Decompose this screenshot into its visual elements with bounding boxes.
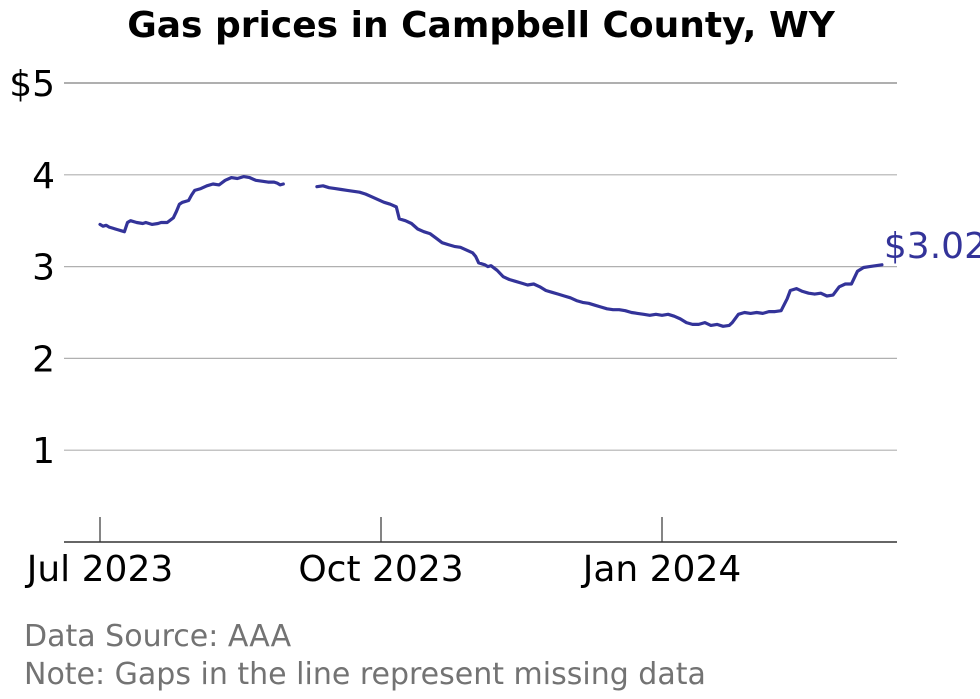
- price-lines: [98, 175, 884, 328]
- y-tick-label-3: 3: [32, 248, 55, 289]
- latest-price-label: $3.02: [884, 226, 980, 267]
- y-tick-label-2: 2: [32, 339, 55, 380]
- y-tick-label-4: 4: [32, 156, 55, 197]
- x-tick-label-2023-07-01: Jul 2023: [25, 549, 174, 590]
- price-line-segment-2: [315, 184, 884, 328]
- price-line-segment-1: [98, 175, 285, 234]
- y-tick-label-1: 1: [32, 431, 55, 472]
- y-tick-label-5: $5: [9, 64, 55, 105]
- y-axis-tick-labels: 1 2 3 4 $5: [9, 64, 55, 472]
- gaps-note: Note: Gaps in the line represent missing…: [24, 657, 706, 692]
- x-tick-label-2023-10-01: Oct 2023: [298, 549, 463, 590]
- data-source: Data Source: AAA: [24, 619, 292, 654]
- x-tick-label-2024-01-01: Jan 2024: [581, 549, 742, 590]
- x-axis: Jul 2023 Oct 2023 Jan 2024: [25, 517, 897, 590]
- gridlines: [64, 82, 897, 451]
- chart-title: Gas prices in Campbell County, WY: [127, 5, 835, 46]
